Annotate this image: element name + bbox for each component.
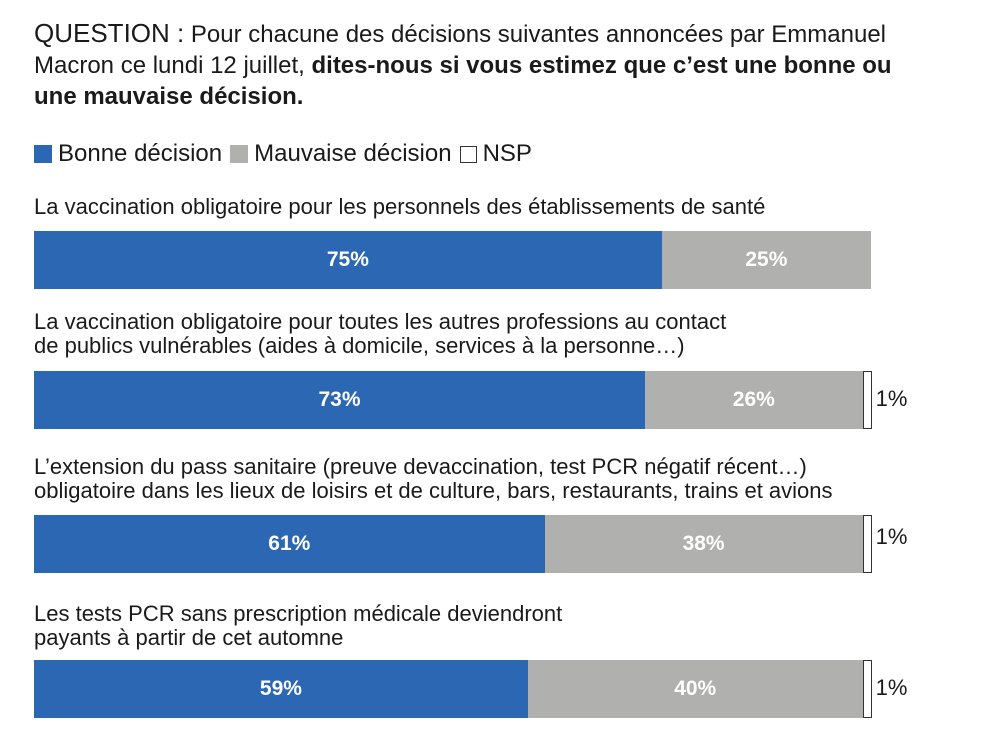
legend-label-bonne: Bonne décision [58,140,223,167]
bar-2-bonne-label: 73% [318,388,361,411]
bar-4-mauvaise-label: 40% [674,677,717,700]
legend: Bonne décision Mauvaise décision NSP [34,140,536,168]
question-bold: dites-nous si vous estimez que c’est une… [34,52,892,110]
bar-3-bonne-label: 61% [268,532,311,555]
bar-3-nsp [862,515,872,573]
item-label-1: La vaccination obligatoire pour les pers… [34,195,934,219]
bar-1-bonne-label: 75% [326,248,369,271]
item-label-1-line-1: La vaccination obligatoire pour les pers… [34,194,766,219]
legend-label-nsp: NSP [482,140,532,167]
bar-2-nsp [862,371,872,429]
bar-row-1: 75% 25% [34,231,871,289]
question-body: Pour chacune des décisions suivantes ann… [34,21,887,79]
legend-swatch-bonne [34,145,52,163]
bar-1-mauvaise: 25% [661,231,871,289]
bar-4-nsp [862,660,872,718]
bar-4-bonne: 59% [34,660,528,718]
legend-item-mauvaise: Mauvaise décision [230,140,452,168]
bar-1-mauvaise-label: 25% [745,248,788,271]
bar-2-bonne: 73% [34,371,645,429]
item-label-2-line-1: La vaccination obligatoire pour toutes l… [34,309,727,334]
item-label-3-line-1: L’extension du pass sanitaire (preuve de… [34,454,807,479]
bar-3-bonne: 61% [34,515,545,573]
legend-label-mauvaise: Mauvaise décision [254,140,452,167]
legend-swatch-mauvaise [230,145,249,163]
bar-3-nsp-label: 1% [875,524,908,549]
question-label: QUESTION : [34,18,185,48]
legend-item-nsp: NSP [459,140,532,168]
item-label-3: L’extension du pass sanitaire (preuve de… [34,455,934,503]
bar-4-nsp-label: 1% [875,675,908,700]
bar-1-bonne: 75% [34,231,662,289]
bar-2-nsp-label: 1% [875,386,908,411]
item-label-4: Les tests PCR sans prescription médicale… [34,602,934,650]
legend-item-bonne: Bonne décision [34,140,222,168]
bar-4-bonne-label: 59% [259,677,302,700]
bar-row-3: 61% 38% [34,515,872,573]
bar-3-mauvaise-label: 38% [682,532,725,555]
legend-swatch-nsp [459,145,477,163]
bar-3-mauvaise: 38% [544,515,863,573]
item-label-4-line-1: Les tests PCR sans prescription médicale… [34,601,563,626]
item-label-2-line-2: de publics vulnérables (aides à domicile… [34,333,685,358]
question-text: QUESTION : Pour chacune des décisions su… [34,18,934,112]
item-label-2: La vaccination obligatoire pour toutes l… [34,310,934,358]
item-label-4-line-2: payants à partir de cet automne [34,625,344,650]
bar-2-mauvaise-label: 26% [732,388,775,411]
item-label-3-line-2: obligatoire dans les lieux de loisirs et… [34,478,833,503]
bar-4-mauvaise: 40% [527,660,863,718]
bar-row-2: 73% 26% [34,371,872,429]
bar-2-mauvaise: 26% [645,371,863,429]
bar-row-4: 59% 40% [34,660,872,718]
